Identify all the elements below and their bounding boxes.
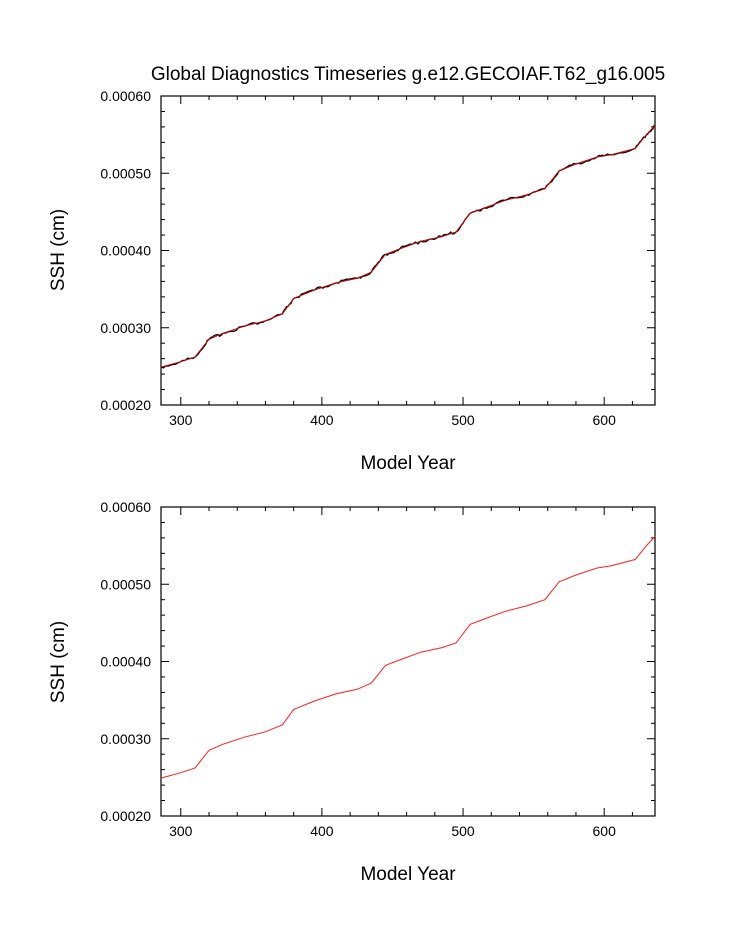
y-tick-label: 0.00040 [100, 243, 151, 259]
bottom-panel: SSH (cm) Model Year 300 400 500 600 0.00020 0… [48, 499, 656, 885]
x-tick-label: 600 [593, 823, 617, 839]
y-tick-label: 0.00040 [100, 654, 151, 670]
series-line [160, 124, 656, 369]
y-tick-label: 0.00020 [100, 808, 151, 824]
x-tick-label: 400 [310, 412, 334, 428]
x-tick-label: 500 [451, 412, 475, 428]
x-tick-label: 300 [169, 823, 193, 839]
y-tick-label: 0.00030 [100, 320, 151, 336]
plot-frame [160, 95, 656, 406]
y-tick-label: 0.00060 [100, 88, 151, 104]
bottom-x-axis-label: Model Year [360, 864, 456, 885]
x-tick-label: 400 [310, 823, 334, 839]
y-tick-label: 0.00030 [100, 731, 151, 747]
x-tick-label: 300 [169, 412, 193, 428]
y-tick-label: 0.00060 [100, 499, 151, 515]
top-panel: SSH (cm) Model Year 300 400 500 600 0.00020 0… [48, 88, 656, 474]
top-x-axis-label: Model Year [360, 453, 456, 474]
series-line [160, 536, 656, 779]
x-tick-label: 600 [593, 412, 617, 428]
plot-frame [160, 506, 656, 817]
bottom-y-axis-label: SSH (cm) [48, 621, 69, 703]
chart-title: Global Diagnostics Timeseries g.e12.GECO… [151, 64, 665, 85]
y-tick-label: 0.00020 [100, 397, 151, 413]
x-tick-label: 500 [451, 823, 475, 839]
series-line [160, 125, 656, 368]
y-tick-label: 0.00050 [100, 165, 151, 181]
y-tick-label: 0.00050 [100, 576, 151, 592]
top-y-axis-label: SSH (cm) [48, 209, 69, 291]
